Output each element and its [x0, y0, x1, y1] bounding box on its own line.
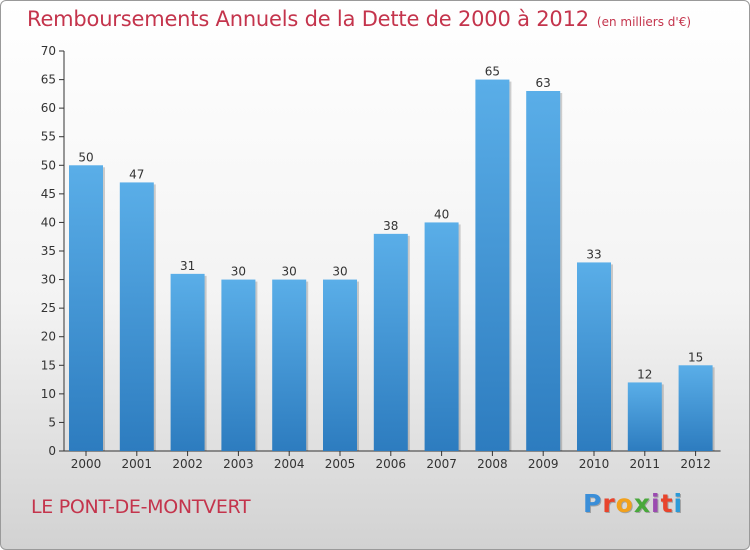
logo-letter: o: [615, 489, 634, 518]
bar: [170, 273, 205, 451]
bar: [272, 279, 307, 451]
bar: [323, 279, 357, 451]
y-tick-label: 0: [48, 444, 56, 458]
logo-letter: P: [583, 489, 603, 518]
bar-value-label: 65: [485, 65, 500, 79]
x-tick-label: 2009: [528, 457, 559, 471]
logo-letter: t: [660, 489, 674, 518]
x-tick-label: 2012: [680, 457, 711, 471]
y-tick-label: 70: [41, 44, 56, 58]
bar-value-label: 31: [180, 259, 195, 273]
bar-value-label: 12: [637, 367, 652, 381]
bar-chart: 0 5 10 15 20 25 30 35 40 45 50 55 60 65 70 2000 2001 2002…: [41, 44, 721, 471]
y-tick-label: 30: [41, 273, 56, 287]
bar: [221, 279, 256, 451]
y-tick-label: 5: [48, 415, 56, 429]
bar-value-label: 15: [688, 350, 703, 364]
x-tick-label: 2001: [122, 457, 153, 471]
bar: [526, 91, 561, 451]
bar: [424, 222, 459, 451]
bar-value-label: 30: [332, 265, 347, 279]
y-tick-label: 40: [41, 215, 56, 229]
x-tick-label: 2003: [223, 457, 254, 471]
proxiti-logo: Proxiti: [583, 489, 683, 518]
x-tick-label: 2000: [71, 457, 102, 471]
bar-value-label: 30: [231, 265, 246, 279]
y-tick-label: 55: [41, 130, 56, 144]
bar-value-label: 47: [129, 167, 144, 181]
logo-letter: i: [673, 489, 684, 518]
bar-value-label: 40: [434, 207, 449, 221]
x-tick-label: 2010: [579, 457, 610, 471]
bar: [678, 365, 713, 451]
bar: [69, 165, 103, 452]
logo-letter: r: [602, 489, 616, 518]
bar-value-label: 63: [536, 76, 551, 90]
y-tick-label: 20: [41, 330, 56, 344]
chart-title-text: Remboursements Annuels de la Dette de 20…: [27, 7, 589, 31]
bar: [373, 233, 408, 451]
x-tick-label: 2007: [426, 457, 457, 471]
y-tick-label: 15: [41, 358, 56, 372]
bar-value-label: 50: [78, 150, 93, 164]
bar-value-label: 33: [586, 247, 601, 261]
bar-value-label: 38: [383, 219, 398, 233]
x-tick-label: 2002: [172, 457, 203, 471]
x-tick-label: 2004: [274, 457, 305, 471]
x-tick-label: 2008: [477, 457, 508, 471]
y-tick-label: 45: [41, 187, 56, 201]
x-tick-label: 2005: [325, 457, 356, 471]
logo-letter: x: [633, 489, 651, 518]
chart-title: Remboursements Annuels de la Dette de 20…: [27, 7, 691, 31]
bar-value-label: 30: [282, 265, 297, 279]
y-tick-label: 60: [41, 101, 56, 115]
bar: [627, 382, 662, 451]
bar: [119, 182, 154, 451]
y-tick-label: 65: [41, 73, 56, 87]
x-tick-label: 2006: [376, 457, 407, 471]
y-tick-label: 35: [41, 244, 56, 258]
y-tick-label: 25: [41, 301, 56, 315]
bar: [475, 79, 510, 452]
x-tick-label: 2011: [630, 457, 661, 471]
city-name: LE PONT-DE-MONTVERT: [31, 496, 251, 518]
y-tick-label: 50: [41, 158, 56, 172]
y-tick-label: 10: [41, 387, 56, 401]
logo-letter: i: [651, 489, 661, 518]
chart-unit: (en milliers d'€): [596, 15, 692, 29]
bar: [577, 262, 611, 451]
